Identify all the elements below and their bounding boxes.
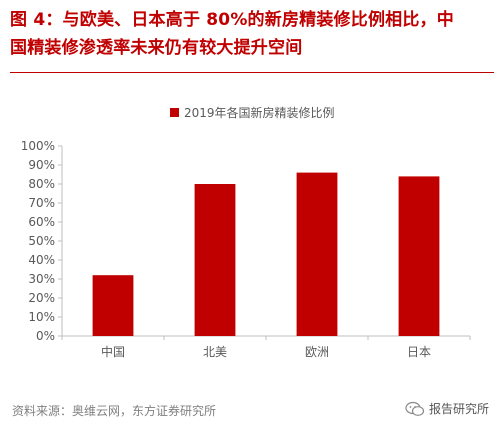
watermark: 报告研究所 xyxy=(405,400,489,417)
legend-label: 2019年各国新房精装修比例 xyxy=(184,105,335,120)
y-tick-label: 100% xyxy=(21,139,55,153)
figure-title: 图 4：与欧美、日本高于 80%的新房精装修比例相比，中 国精装修渗透率未来仍有… xyxy=(10,6,494,62)
x-axis: 中国 北美 欧洲 日本 xyxy=(61,335,471,359)
x-tick-label: 北美 xyxy=(203,345,227,359)
y-tick-label: 40% xyxy=(28,253,55,267)
y-tick-label: 20% xyxy=(28,291,55,305)
y-tick-label: 30% xyxy=(28,272,55,286)
y-tick-label: 10% xyxy=(28,310,55,324)
bar-1 xyxy=(92,275,134,336)
y-tick-label: 90% xyxy=(28,158,55,172)
bar-series xyxy=(92,172,440,336)
y-tick-label: 80% xyxy=(28,177,55,191)
bar-chart: 2019年各国新房精装修比例 0% 10% 20% 30% 40% 50% 60% 70% 80… xyxy=(21,105,471,359)
y-tick-label: 50% xyxy=(28,234,55,248)
figure-title-line-2: 国精装修渗透率未来仍有较大提升空间 xyxy=(10,38,303,58)
figure-title-line-1: 图 4：与欧美、日本高于 80%的新房精装修比例相比，中 xyxy=(10,10,454,30)
watermark-label: 报告研究所 xyxy=(428,402,489,416)
legend-swatch xyxy=(170,108,179,117)
title-divider xyxy=(10,72,494,73)
bar-2 xyxy=(194,184,236,336)
x-tick-label: 日本 xyxy=(407,345,431,359)
y-tick-label: 60% xyxy=(28,215,55,229)
wechat-icon xyxy=(405,401,425,416)
y-axis: 0% 10% 20% 30% 40% 50% 60% 70% 80% 90% 100% xyxy=(21,139,63,343)
x-tick-label: 中国 xyxy=(101,344,125,359)
source-note: 资料来源：奥维云网，东方证券研究所 xyxy=(12,404,217,418)
y-tick-label: 0% xyxy=(36,329,55,343)
bar-4 xyxy=(398,176,440,336)
x-tick-label: 欧洲 xyxy=(305,345,329,359)
bar-3 xyxy=(296,172,338,336)
y-tick-label: 70% xyxy=(28,196,55,210)
chart-legend: 2019年各国新房精装修比例 xyxy=(170,105,335,120)
